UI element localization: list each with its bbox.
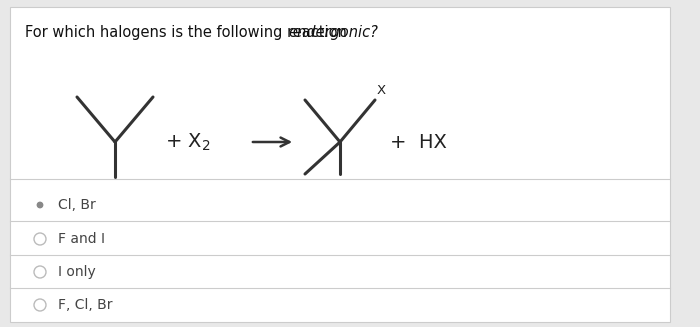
Text: Cl, Br: Cl, Br [58, 198, 96, 212]
Text: +  HX: + HX [390, 132, 447, 151]
Text: $+\ \mathregular{X_2}$: $+\ \mathregular{X_2}$ [165, 131, 211, 153]
Text: endergonic?: endergonic? [288, 25, 378, 40]
Text: F and I: F and I [58, 232, 105, 246]
Text: F, Cl, Br: F, Cl, Br [58, 298, 113, 312]
Circle shape [37, 202, 43, 208]
Text: I only: I only [58, 265, 96, 279]
Text: X: X [377, 84, 386, 97]
Text: For which halogens is the following reaction: For which halogens is the following reac… [25, 25, 351, 40]
FancyBboxPatch shape [10, 7, 670, 322]
